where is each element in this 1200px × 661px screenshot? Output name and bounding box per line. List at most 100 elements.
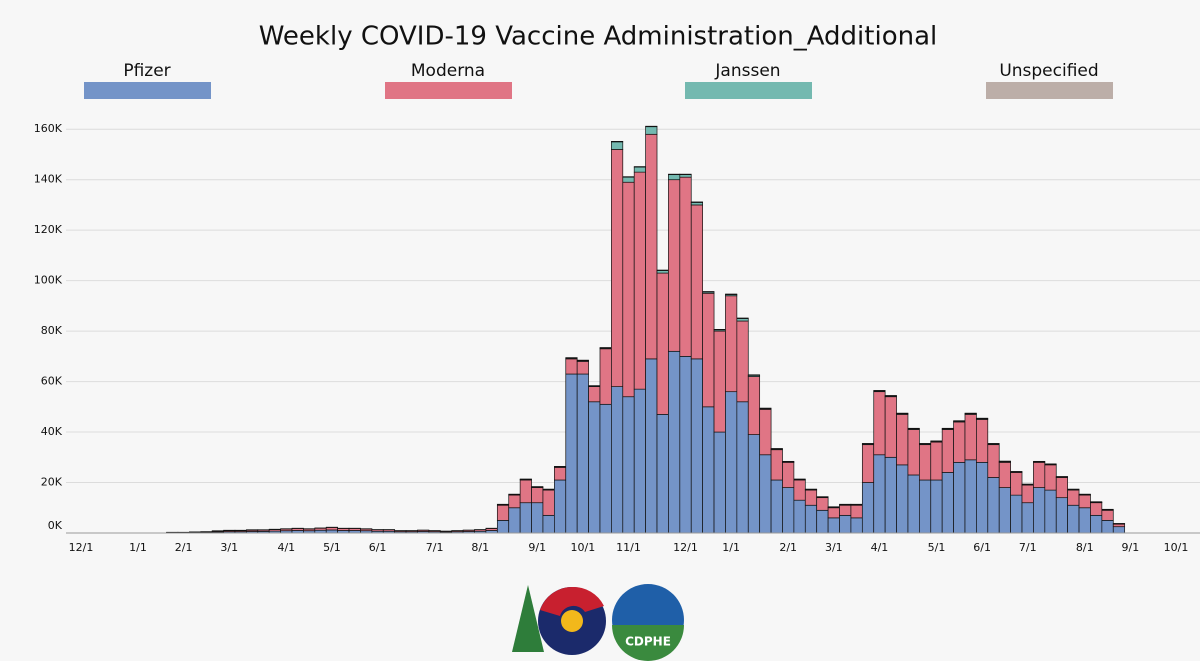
bar-segment bbox=[1112, 526, 1126, 534]
x-tick-label: 9/1 bbox=[528, 541, 546, 554]
bar-segment bbox=[941, 429, 954, 473]
bar-segment bbox=[325, 527, 338, 531]
bar-segment bbox=[668, 179, 681, 352]
bar-segment bbox=[1033, 461, 1046, 488]
bar-segment bbox=[554, 479, 567, 534]
bar-segment bbox=[622, 396, 635, 534]
bar-segment bbox=[1090, 502, 1103, 516]
bar-segment bbox=[496, 504, 510, 521]
bar-segment bbox=[1021, 483, 1034, 485]
bar-segment bbox=[622, 176, 635, 178]
bar-segment bbox=[850, 517, 863, 534]
bar-segment bbox=[1055, 497, 1068, 534]
bar-segment bbox=[873, 391, 886, 456]
bar-segment bbox=[987, 477, 1000, 534]
x-tick-label: 1/1 bbox=[129, 541, 147, 554]
bar-segment bbox=[1010, 471, 1023, 473]
bar-segment bbox=[827, 507, 840, 519]
bar-segment bbox=[554, 467, 567, 481]
bar-segment bbox=[576, 373, 589, 534]
bar-segment bbox=[930, 440, 943, 442]
bar-segment bbox=[782, 487, 795, 534]
x-tick-label: 1/1 bbox=[722, 541, 740, 554]
bar-segment bbox=[519, 478, 532, 480]
bar-segment bbox=[839, 503, 852, 506]
legend-label: Pfizer bbox=[123, 61, 170, 81]
legend-label: Moderna bbox=[411, 61, 485, 81]
bar-segment bbox=[747, 374, 761, 376]
bar-segment bbox=[782, 461, 795, 488]
x-tick-label: 7/1 bbox=[426, 541, 444, 554]
bar-segment bbox=[725, 293, 738, 295]
bar-segment bbox=[690, 358, 703, 534]
bar-segment bbox=[565, 357, 578, 359]
bar-segment bbox=[713, 330, 726, 433]
bar-segment bbox=[747, 376, 761, 435]
bar-segment bbox=[907, 474, 920, 534]
bar-segment bbox=[645, 125, 658, 128]
bar-segment bbox=[542, 488, 555, 490]
bar-segment bbox=[496, 520, 510, 534]
x-tick-label: 3/1 bbox=[825, 541, 843, 554]
bar-segment bbox=[884, 456, 897, 534]
bar-segment bbox=[656, 270, 669, 274]
bar-segment bbox=[508, 494, 521, 509]
legend-swatch bbox=[385, 82, 512, 99]
bar-segment bbox=[873, 454, 886, 534]
bar-segment bbox=[1044, 463, 1057, 465]
bar-segment bbox=[964, 412, 977, 414]
bar-segment bbox=[633, 171, 646, 390]
bar-segment bbox=[953, 461, 966, 534]
bar-segment bbox=[930, 441, 943, 481]
bar-segment bbox=[907, 427, 920, 430]
bar-segment bbox=[702, 406, 715, 534]
bar-segment bbox=[690, 201, 703, 203]
y-tick-label: 100K bbox=[34, 274, 63, 287]
x-tick-label: 11/1 bbox=[616, 541, 641, 554]
x-tick-label: 10/1 bbox=[1164, 541, 1189, 554]
x-tick-label: 2/1 bbox=[175, 541, 193, 554]
bar-segment bbox=[793, 479, 806, 501]
bar-segment bbox=[873, 390, 886, 392]
y-tick-label: 0K bbox=[48, 519, 63, 532]
bar-segment bbox=[998, 487, 1011, 534]
bar-segment bbox=[1021, 502, 1034, 534]
bar-segment bbox=[964, 459, 977, 534]
bar-segment bbox=[576, 361, 589, 375]
bar-segment bbox=[759, 408, 772, 456]
bar-segment bbox=[1078, 507, 1091, 534]
colorado-red bbox=[540, 586, 604, 616]
bar-segment bbox=[816, 496, 829, 498]
bar-segment bbox=[702, 292, 715, 408]
bar-segment bbox=[1067, 504, 1080, 534]
bar-segment bbox=[599, 347, 612, 349]
bar-segment bbox=[679, 174, 692, 178]
bar-segment bbox=[850, 504, 863, 519]
chart-title: Weekly COVID-19 Vaccine Administration_A… bbox=[259, 22, 938, 52]
bar-segment bbox=[896, 414, 909, 466]
bar-segment bbox=[633, 166, 646, 173]
bar-segment bbox=[804, 488, 818, 490]
x-tick-label: 12/1 bbox=[69, 541, 94, 554]
bar-segment bbox=[519, 502, 532, 534]
bar-segment bbox=[725, 295, 738, 393]
bar-segment bbox=[759, 407, 772, 409]
bar-segment bbox=[588, 401, 601, 534]
bar-segment bbox=[896, 412, 909, 414]
bar-segment bbox=[542, 514, 555, 534]
y-tick-label: 20K bbox=[41, 476, 63, 489]
y-tick-label: 160K bbox=[34, 122, 63, 135]
bar-segment bbox=[953, 421, 966, 463]
bar-segment bbox=[713, 431, 726, 534]
bar-segment bbox=[998, 461, 1011, 488]
bar-segment bbox=[1010, 472, 1023, 496]
bar-segment bbox=[964, 414, 977, 461]
bar-segment bbox=[656, 272, 669, 415]
bar-segment bbox=[1067, 488, 1080, 490]
bar-segment bbox=[690, 202, 703, 206]
bar-segment bbox=[702, 291, 715, 293]
bar-segment bbox=[896, 464, 909, 534]
logo-text: CDPHE bbox=[625, 635, 671, 649]
bar-segment bbox=[1090, 514, 1103, 534]
y-tick-label: 80K bbox=[41, 324, 63, 337]
